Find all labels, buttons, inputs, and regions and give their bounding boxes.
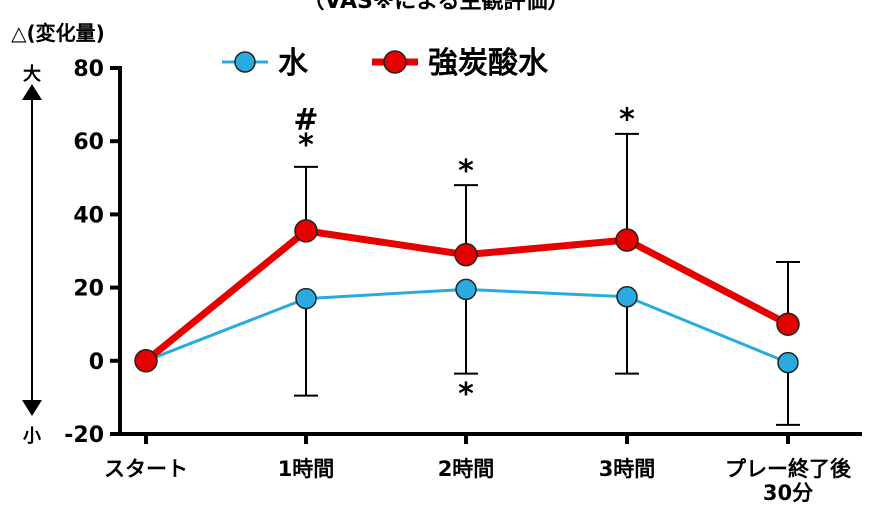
- legend-carbonated-marker: [383, 50, 407, 74]
- y-tick-label: -20: [64, 423, 104, 448]
- x-tick-label: 3時間: [599, 457, 656, 481]
- x-tick-label: プレー終了後 30分: [725, 457, 852, 505]
- legend-water-marker: [234, 51, 256, 73]
- water-series-point: [777, 351, 799, 374]
- carbonated-series-point: [615, 228, 639, 252]
- x-tick-label: 2時間: [438, 457, 495, 481]
- y-direction-label-bottom: 小: [23, 426, 41, 447]
- significance-mark: *: [458, 154, 474, 189]
- carbonated-series-point: [776, 312, 800, 336]
- y-tick-label: 60: [73, 130, 104, 155]
- y-axis-label: △(変化量): [11, 21, 105, 45]
- y-tick-label: 80: [73, 57, 104, 82]
- carbonated-series-point: [294, 219, 318, 243]
- significance-mark: #: [293, 103, 318, 138]
- legend-water-label: 水: [278, 46, 309, 81]
- significance-mark: *: [458, 377, 474, 412]
- significance-mark: *: [619, 103, 635, 138]
- water-series-point: [455, 278, 477, 301]
- legend-carbonated-label: 強炭酸水: [428, 46, 549, 81]
- legend: 水 強炭酸水: [222, 46, 549, 81]
- water-series-point: [295, 287, 317, 310]
- water-series-point: [616, 286, 638, 308]
- direction-arrow-up: [22, 84, 42, 100]
- x-tick-label: スタート: [104, 457, 188, 481]
- chart-title: （VAS※による主観評価）: [302, 0, 569, 14]
- significance-mark: *: [298, 128, 314, 163]
- y-tick-label: 20: [73, 277, 104, 302]
- y-direction-label-top: 大: [23, 63, 41, 85]
- carbonated-series-point: [134, 349, 158, 373]
- y-tick-label: 40: [73, 203, 104, 228]
- x-tick-label: 1時間: [278, 457, 335, 481]
- y-tick-label: 0: [89, 350, 104, 375]
- direction-arrow-down: [22, 400, 42, 416]
- carbonated-series-point: [454, 242, 478, 267]
